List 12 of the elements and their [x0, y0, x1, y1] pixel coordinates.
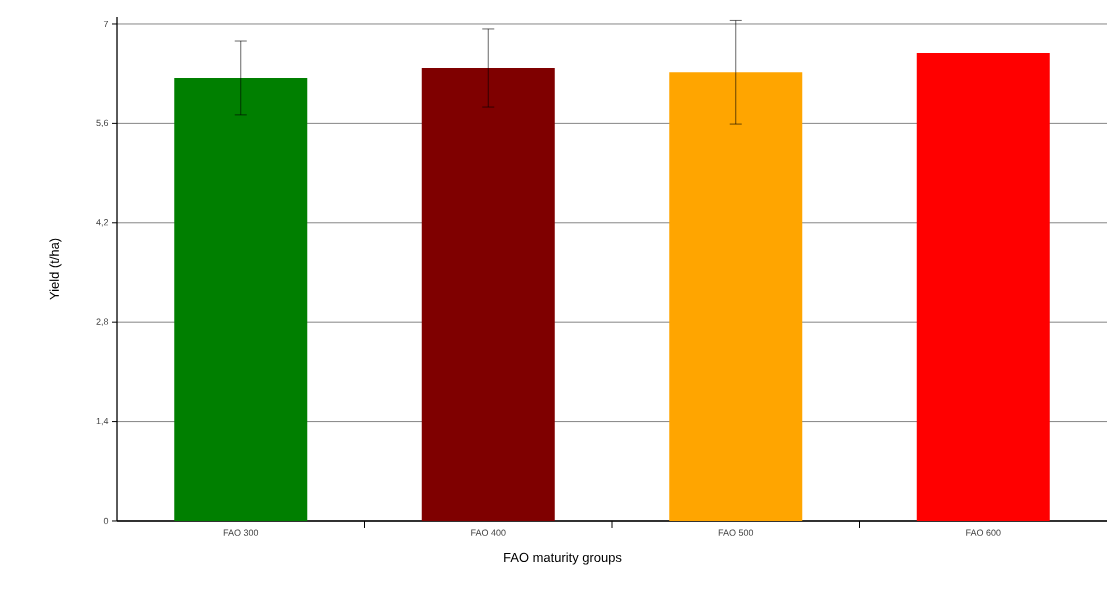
x-tick-label: FAO 500	[718, 529, 754, 536]
y-tick-label: 0	[103, 517, 109, 525]
x-tick-label: FAO 400	[471, 529, 506, 536]
y-tick-label: 1,4	[96, 417, 109, 426]
y-tick-label: 2,8	[96, 318, 109, 326]
x-tick-label: FAO 300	[223, 529, 259, 536]
x-tick-label: FAO 600	[966, 529, 1001, 536]
y-tick-label: 7	[103, 20, 109, 28]
y-tick-label: 4,2	[96, 219, 109, 227]
x-axis-title: FAO maturity groups	[504, 552, 622, 565]
y-axis-title: Yield (t/ha)	[49, 238, 62, 300]
y-tick-label: 5,6	[96, 119, 109, 128]
